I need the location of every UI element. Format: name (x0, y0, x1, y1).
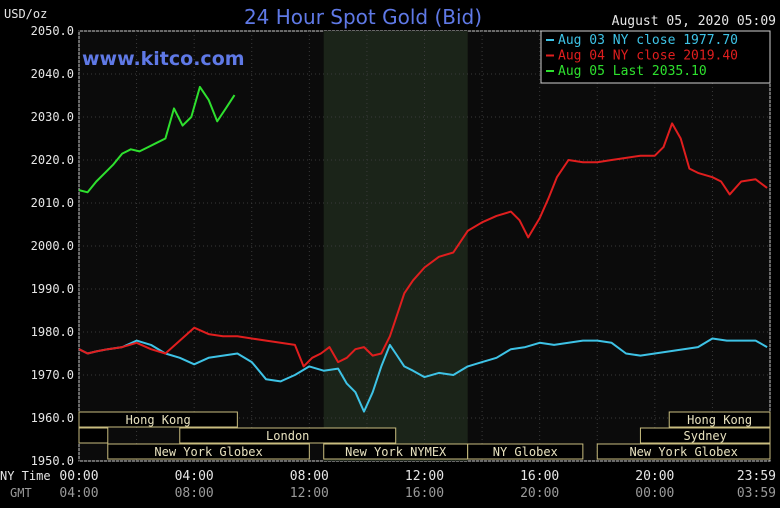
y-tick-label: 2030.0 (31, 110, 74, 124)
x-axis-ticks: 00:00 04:00 08:00 12:00 16:00 20:00 23:59 04:00… (59, 469, 776, 501)
session-label: NY Globex (493, 445, 558, 459)
x-tick-ny: 23:59 (737, 469, 776, 484)
legend-entry: Aug 05 Last 2035.10 (546, 64, 707, 79)
x-tick-gmt: 03:59 (737, 486, 776, 501)
y-tick-label: 2000.0 (31, 239, 74, 253)
series-lines (78, 85, 768, 413)
gmt-label: GMT (10, 486, 32, 500)
ny-time-label: NY Time (0, 469, 51, 483)
y-axis-ticks: 2050.0 2040.0 2030.0 2020.0 2010.0 2000.0 1990… (31, 24, 74, 468)
legend-label: Aug 05 Last 2035.10 (558, 64, 707, 79)
session-block: New York NYMEX (323, 443, 469, 460)
legend-box (540, 30, 771, 84)
x-tick-gmt: 16:00 (405, 486, 444, 501)
session-label: London (266, 429, 309, 443)
session-label: New York Globex (154, 445, 262, 459)
session-block: Hong Kong (668, 411, 771, 428)
y-tick-label: 2050.0 (31, 24, 74, 38)
x-tick-ny: 08:00 (290, 469, 329, 484)
session-label: New York Globex (629, 445, 737, 459)
x-tick-ny: 20:00 (635, 469, 674, 484)
trading-sessions: Hong Kong Hong Kong London Sydney New York G… (78, 411, 771, 460)
session-label: Hong Kong (126, 413, 191, 427)
session-block: New York Globex (107, 443, 310, 460)
x-tick-gmt: 00:00 (635, 486, 674, 501)
legend-label: Aug 04 NY close 2019.40 (558, 49, 738, 64)
y-tick-label: 2010.0 (31, 196, 74, 210)
x-tick-gmt: 04:00 (59, 486, 98, 501)
session-bar (596, 443, 771, 460)
session-bar (639, 427, 771, 444)
x-tick-ny: 04:00 (175, 469, 214, 484)
legend-label: Aug 03 NY close 1977.70 (558, 33, 738, 48)
x-tick-ny: 16:00 (520, 469, 559, 484)
y-tick-label: 2020.0 (31, 153, 74, 167)
session-block: NY Globex (467, 443, 584, 460)
x-tick-gmt: 12:00 (290, 486, 329, 501)
y-axis-unit: USD/oz (4, 7, 47, 21)
y-tick-label: 1990.0 (31, 282, 74, 296)
x-tick-ny: 00:00 (59, 469, 98, 484)
y-tick-label: 1950.0 (31, 454, 74, 468)
session-block: London (179, 427, 397, 444)
x-tick-gmt: 08:00 (175, 486, 214, 501)
session-block: Sydney (639, 427, 771, 444)
x-tick-ny: 12:00 (405, 469, 444, 484)
series-line-2 (78, 122, 768, 368)
session-block: Hong Kong (78, 411, 238, 428)
timestamp: August 05, 2020 05:09 (612, 14, 776, 29)
session-bar (179, 427, 397, 444)
website-label: www.kitco.com (82, 48, 245, 70)
y-tick-label: 1970.0 (31, 368, 74, 382)
session-block (78, 427, 109, 444)
y-tick-label: 2040.0 (31, 67, 74, 81)
legend-entry: Aug 03 NY close 1977.70 (546, 33, 738, 48)
session-bar (78, 411, 238, 428)
series-line-3 (78, 85, 236, 194)
legend-entry: Aug 04 NY close 2019.40 (546, 49, 738, 64)
x-tick-gmt: 20:00 (520, 486, 559, 501)
session-bar (668, 411, 771, 428)
y-tick-label: 1960.0 (31, 411, 74, 425)
session-bar (107, 443, 310, 460)
session-bar (78, 427, 109, 444)
chart-title: 24 Hour Spot Gold (Bid) (244, 5, 482, 29)
session-label: Sydney (684, 429, 727, 443)
series-line-1 (78, 337, 768, 413)
session-bar (467, 443, 584, 460)
session-label: New York NYMEX (345, 445, 447, 459)
session-block: New York Globex (596, 443, 771, 460)
y-tick-label: 1980.0 (31, 325, 74, 339)
session-label: Hong Kong (687, 413, 752, 427)
